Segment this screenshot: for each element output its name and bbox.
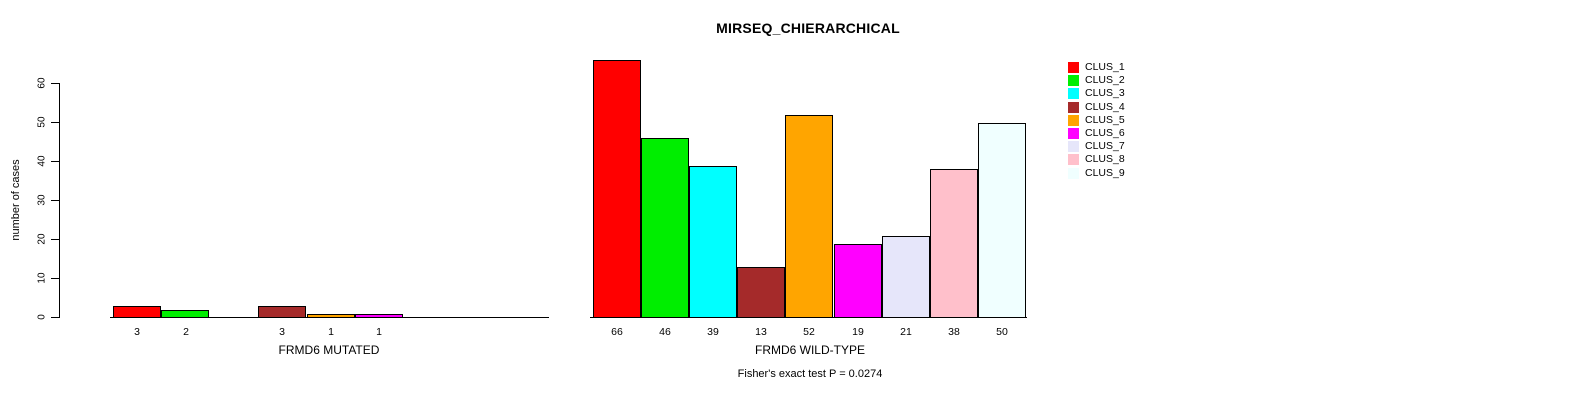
bar-clus_2-frmd6-mutated xyxy=(161,310,209,318)
legend-swatch-clus_6 xyxy=(1068,128,1079,139)
y-tick-10 xyxy=(51,278,59,279)
bar-clus_1-frmd6-wild-type xyxy=(593,60,641,318)
bar-value-label: 46 xyxy=(659,326,671,338)
bar-clus_3-frmd6-wild-type xyxy=(689,166,737,318)
y-tick-label-10: 10 xyxy=(36,272,48,284)
legend-label: CLUS_5 xyxy=(1085,114,1125,126)
y-tick-30 xyxy=(51,200,59,201)
y-axis-label: number of cases xyxy=(10,159,22,241)
bar-value-label: 50 xyxy=(996,326,1008,338)
legend-label: CLUS_4 xyxy=(1085,101,1125,113)
bar-value-label: 1 xyxy=(376,326,382,338)
y-tick-0 xyxy=(51,317,59,318)
legend-swatch-clus_1 xyxy=(1068,62,1079,73)
bar-clus_5-frmd6-wild-type xyxy=(785,115,833,318)
bar-value-label: 3 xyxy=(279,326,285,338)
legend-swatch-clus_4 xyxy=(1068,102,1079,113)
legend-swatch-clus_8 xyxy=(1068,154,1079,165)
legend-label: CLUS_8 xyxy=(1085,153,1125,165)
bar-clus_8-frmd6-wild-type xyxy=(930,169,978,318)
y-tick-60 xyxy=(51,83,59,84)
legend-label: CLUS_9 xyxy=(1085,167,1125,179)
y-tick-label-0: 0 xyxy=(36,314,48,320)
y-tick-label-60: 60 xyxy=(36,77,48,89)
y-tick-20 xyxy=(51,239,59,240)
bar-clus_6-frmd6-mutated xyxy=(355,314,403,318)
bar-clus_9-frmd6-wild-type xyxy=(978,123,1026,318)
bar-value-label: 13 xyxy=(755,326,767,338)
bar-clus_2-frmd6-wild-type xyxy=(641,138,689,318)
bar-clus_4-frmd6-wild-type xyxy=(737,267,785,318)
bar-clus_7-frmd6-wild-type xyxy=(882,236,930,318)
bar-clus_5-frmd6-mutated xyxy=(307,314,355,318)
legend-swatch-clus_2 xyxy=(1068,75,1079,86)
bar-value-label: 52 xyxy=(803,326,815,338)
legend-label: CLUS_7 xyxy=(1085,140,1125,152)
y-tick-label-30: 30 xyxy=(36,194,48,206)
bar-value-label: 66 xyxy=(611,326,623,338)
legend-swatch-clus_7 xyxy=(1068,141,1079,152)
y-tick-label-50: 50 xyxy=(36,116,48,128)
bar-value-label: 39 xyxy=(707,326,719,338)
bar-value-label: 1 xyxy=(328,326,334,338)
bar-value-label: 3 xyxy=(134,326,140,338)
legend-label: CLUS_1 xyxy=(1085,61,1125,73)
legend-swatch-clus_3 xyxy=(1068,88,1079,99)
x-axis-label-mutated: FRMD6 MUTATED xyxy=(278,343,380,357)
bar-value-label: 38 xyxy=(948,326,960,338)
fisher-test-footnote: Fisher's exact test P = 0.0274 xyxy=(737,368,883,380)
y-tick-label-40: 40 xyxy=(36,155,48,167)
y-tick-50 xyxy=(51,122,59,123)
chart-title: MIRSEQ_CHIERARCHICAL xyxy=(716,20,900,36)
legend-swatch-clus_5 xyxy=(1068,115,1079,126)
legend-label: CLUS_3 xyxy=(1085,87,1125,99)
bar-clus_6-frmd6-wild-type xyxy=(834,244,882,318)
x-axis-label-wild-type: FRMD6 WILD-TYPE xyxy=(754,343,865,357)
y-tick-label-20: 20 xyxy=(36,233,48,245)
legend-swatch-clus_9 xyxy=(1068,168,1079,179)
y-tick-40 xyxy=(51,161,59,162)
y-axis-line xyxy=(59,83,60,318)
bar-clus_1-frmd6-mutated xyxy=(113,306,161,318)
bar-value-label: 21 xyxy=(900,326,912,338)
bar-value-label: 2 xyxy=(183,326,189,338)
bar-clus_4-frmd6-mutated xyxy=(258,306,306,318)
bar-value-label: 19 xyxy=(852,326,864,338)
legend-label: CLUS_6 xyxy=(1085,127,1125,139)
legend-label: CLUS_2 xyxy=(1085,74,1125,86)
